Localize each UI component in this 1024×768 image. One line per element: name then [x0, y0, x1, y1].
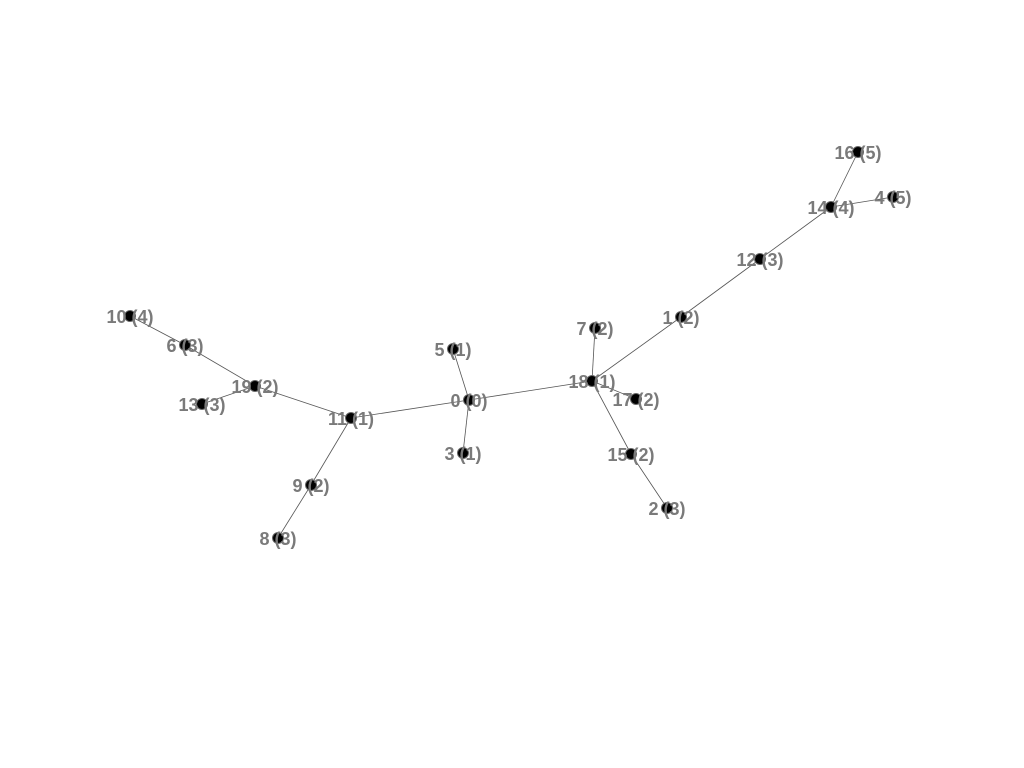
edge-11-9 [310, 417, 352, 486]
labels-layer: 0 (0) 1 (2) 2 (3) 3 (1) 4 (5) 5 (1) 6 (3) 7 (2)… [106, 143, 911, 549]
node-18[interactable] [586, 375, 598, 387]
node-6[interactable] [179, 339, 191, 351]
node-12[interactable] [754, 253, 766, 265]
node-19[interactable] [249, 380, 261, 392]
node-2[interactable] [661, 502, 673, 514]
edge-19-13 [201, 385, 256, 405]
edge-19-6 [184, 344, 256, 387]
edge-12-14 [759, 206, 832, 260]
node-14[interactable] [825, 201, 837, 213]
edge-18-7 [591, 327, 596, 382]
node-label-14: 14 (4) [807, 198, 854, 218]
node-label-19: 19 (2) [231, 377, 278, 397]
node-1[interactable] [675, 311, 687, 323]
edge-11-19 [254, 385, 352, 419]
node-15[interactable] [625, 448, 637, 460]
node-label-13: 13 (3) [178, 395, 225, 415]
edge-0-11 [350, 399, 470, 419]
node-label-0: 0 (0) [450, 391, 487, 411]
edge-9-8 [277, 484, 312, 539]
node-label-5: 5 (1) [434, 340, 471, 360]
node-8[interactable] [272, 532, 284, 544]
edge-0-5 [452, 348, 470, 401]
node-label-10: 10 (4) [106, 307, 153, 327]
node-9[interactable] [305, 479, 317, 491]
node-label-6: 6 (3) [166, 336, 203, 356]
node-label-11: 11 (1) [328, 409, 374, 429]
node-label-16: 16 (5) [834, 143, 881, 163]
edge-18-17 [591, 380, 637, 400]
edge-18-15 [591, 380, 632, 455]
node-5[interactable] [447, 343, 459, 355]
node-10[interactable] [124, 310, 136, 322]
node-label-18: 18 (1) [568, 372, 615, 392]
node-label-7: 7 (2) [576, 319, 613, 339]
node-16[interactable] [852, 146, 864, 158]
node-label-1: 1 (2) [662, 308, 699, 328]
node-label-4: 4 (5) [874, 188, 911, 208]
edge-6-10 [129, 315, 186, 346]
node-13[interactable] [196, 398, 208, 410]
edge-14-16 [830, 151, 859, 208]
node-7[interactable] [589, 322, 601, 334]
edge-18-1 [591, 316, 682, 382]
node-label-3: 3 (1) [444, 444, 481, 464]
node-17[interactable] [630, 393, 642, 405]
node-label-8: 8 (3) [259, 529, 296, 549]
edge-0-3 [462, 399, 470, 454]
node-label-15: 15 (2) [607, 445, 654, 465]
node-label-12: 12 (3) [736, 250, 783, 270]
node-3[interactable] [457, 447, 469, 459]
edge-1-12 [680, 258, 761, 318]
node-0[interactable] [463, 394, 475, 406]
node-4[interactable] [887, 191, 899, 203]
node-11[interactable] [345, 412, 357, 424]
edge-15-2 [630, 453, 668, 509]
edge-14-4 [830, 196, 894, 208]
nodes-layer [124, 146, 899, 544]
node-label-2: 2 (3) [648, 499, 685, 519]
node-label-17: 17 (2) [612, 390, 659, 410]
edge-0-18 [468, 380, 593, 401]
node-label-9: 9 (2) [292, 476, 329, 496]
edges-layer [129, 151, 894, 539]
